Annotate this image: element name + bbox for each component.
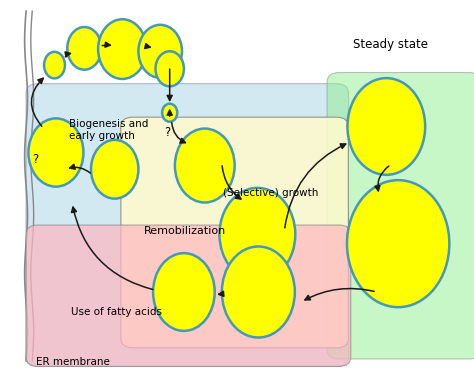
Text: (Selective) growth: (Selective) growth [223,189,318,198]
FancyBboxPatch shape [26,84,348,366]
Ellipse shape [175,129,235,202]
FancyBboxPatch shape [121,117,348,348]
Text: ER membrane: ER membrane [36,356,109,366]
Text: Use of fatty acids: Use of fatty acids [71,307,162,317]
Ellipse shape [91,140,138,199]
FancyBboxPatch shape [327,73,474,359]
Ellipse shape [44,52,65,78]
Ellipse shape [347,180,449,307]
Text: ?: ? [164,126,170,138]
Ellipse shape [153,253,215,331]
Text: ?: ? [32,154,38,166]
FancyBboxPatch shape [26,225,351,366]
Ellipse shape [155,51,184,86]
Ellipse shape [138,25,182,78]
Ellipse shape [67,27,101,70]
Ellipse shape [28,118,83,187]
Ellipse shape [98,19,146,79]
Ellipse shape [222,247,295,337]
Text: Steady state: Steady state [353,38,428,51]
Ellipse shape [219,188,295,281]
Ellipse shape [162,104,177,122]
Text: Biogenesis and
early growth: Biogenesis and early growth [69,119,148,141]
Ellipse shape [347,78,425,175]
Text: Remobilization: Remobilization [144,225,226,235]
